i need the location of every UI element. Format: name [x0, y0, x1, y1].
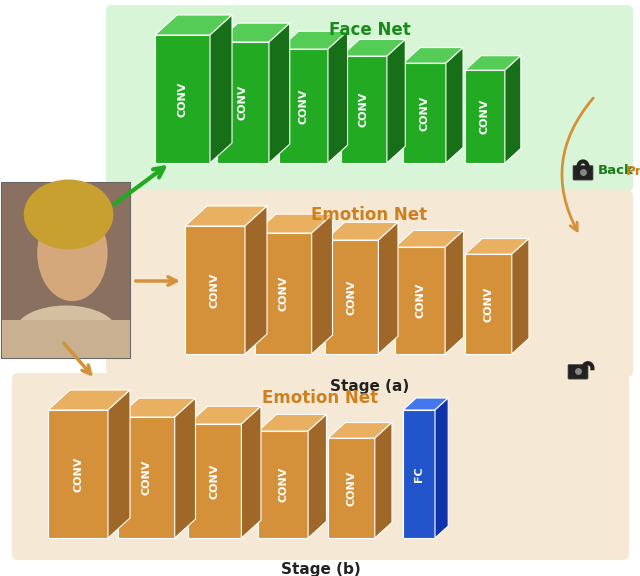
- Polygon shape: [188, 424, 241, 538]
- Polygon shape: [48, 390, 130, 410]
- Polygon shape: [465, 254, 512, 354]
- Text: Back: Back: [598, 165, 634, 177]
- Polygon shape: [108, 390, 130, 538]
- Polygon shape: [445, 230, 463, 354]
- Polygon shape: [245, 206, 267, 354]
- Polygon shape: [341, 56, 387, 163]
- FancyBboxPatch shape: [2, 183, 130, 358]
- Polygon shape: [279, 49, 328, 163]
- Polygon shape: [217, 42, 269, 163]
- FancyBboxPatch shape: [2, 320, 130, 358]
- Polygon shape: [188, 406, 261, 424]
- Polygon shape: [118, 417, 175, 538]
- FancyBboxPatch shape: [2, 183, 130, 358]
- Polygon shape: [328, 423, 392, 438]
- Polygon shape: [325, 240, 378, 354]
- Polygon shape: [465, 70, 505, 163]
- Polygon shape: [375, 423, 392, 538]
- FancyBboxPatch shape: [106, 190, 633, 377]
- Polygon shape: [328, 438, 375, 538]
- Text: CONV: CONV: [210, 272, 220, 308]
- Text: CONV: CONV: [419, 96, 429, 131]
- Text: CONV: CONV: [278, 276, 289, 311]
- Polygon shape: [446, 48, 463, 163]
- Polygon shape: [378, 222, 398, 354]
- FancyBboxPatch shape: [568, 365, 588, 379]
- Polygon shape: [312, 214, 333, 354]
- Polygon shape: [185, 206, 267, 226]
- FancyBboxPatch shape: [12, 373, 629, 560]
- Polygon shape: [258, 431, 308, 538]
- Text: CONV: CONV: [238, 85, 248, 120]
- FancyBboxPatch shape: [573, 165, 593, 180]
- Polygon shape: [118, 398, 195, 417]
- Text: Face Net: Face Net: [328, 21, 410, 39]
- Text: Prop: Prop: [626, 165, 640, 177]
- FancyBboxPatch shape: [106, 5, 633, 192]
- Polygon shape: [210, 15, 232, 163]
- Polygon shape: [328, 31, 348, 163]
- Text: CONV: CONV: [359, 92, 369, 127]
- Text: CONV: CONV: [177, 81, 188, 117]
- Polygon shape: [241, 406, 261, 538]
- Polygon shape: [255, 214, 333, 233]
- Text: CONV: CONV: [141, 460, 151, 495]
- Polygon shape: [403, 398, 448, 410]
- Text: Stage (b): Stage (b): [280, 562, 360, 576]
- Polygon shape: [435, 398, 448, 538]
- Text: Emotion Net: Emotion Net: [262, 389, 379, 407]
- Polygon shape: [258, 414, 326, 431]
- Text: CONV: CONV: [210, 463, 220, 499]
- Ellipse shape: [15, 305, 117, 358]
- Polygon shape: [175, 398, 195, 538]
- Text: Emotion Net: Emotion Net: [312, 206, 428, 224]
- Text: CONV: CONV: [415, 283, 425, 319]
- Ellipse shape: [24, 180, 113, 249]
- Polygon shape: [403, 63, 446, 163]
- Polygon shape: [308, 414, 326, 538]
- Polygon shape: [505, 56, 521, 163]
- Text: CONV: CONV: [347, 279, 356, 314]
- Polygon shape: [465, 56, 521, 70]
- Polygon shape: [465, 238, 529, 254]
- Polygon shape: [512, 238, 529, 354]
- Polygon shape: [403, 410, 435, 538]
- Polygon shape: [48, 410, 108, 538]
- Text: CONV: CONV: [480, 99, 490, 134]
- Polygon shape: [325, 222, 398, 240]
- Polygon shape: [403, 48, 463, 63]
- Polygon shape: [387, 39, 405, 163]
- Text: CONV: CONV: [483, 286, 493, 322]
- Polygon shape: [279, 31, 348, 49]
- Polygon shape: [185, 226, 245, 354]
- Polygon shape: [395, 230, 463, 247]
- Ellipse shape: [37, 205, 108, 301]
- Polygon shape: [395, 247, 445, 354]
- Polygon shape: [341, 39, 405, 56]
- Polygon shape: [155, 15, 232, 35]
- Polygon shape: [255, 233, 312, 354]
- Polygon shape: [269, 23, 290, 163]
- Text: FC: FC: [414, 466, 424, 482]
- Text: CONV: CONV: [298, 88, 308, 124]
- Text: CONV: CONV: [346, 471, 356, 506]
- Polygon shape: [155, 35, 210, 163]
- Text: Stage (a): Stage (a): [330, 379, 409, 394]
- Polygon shape: [217, 23, 290, 42]
- Text: CONV: CONV: [73, 456, 83, 492]
- Text: CONV: CONV: [278, 467, 288, 502]
